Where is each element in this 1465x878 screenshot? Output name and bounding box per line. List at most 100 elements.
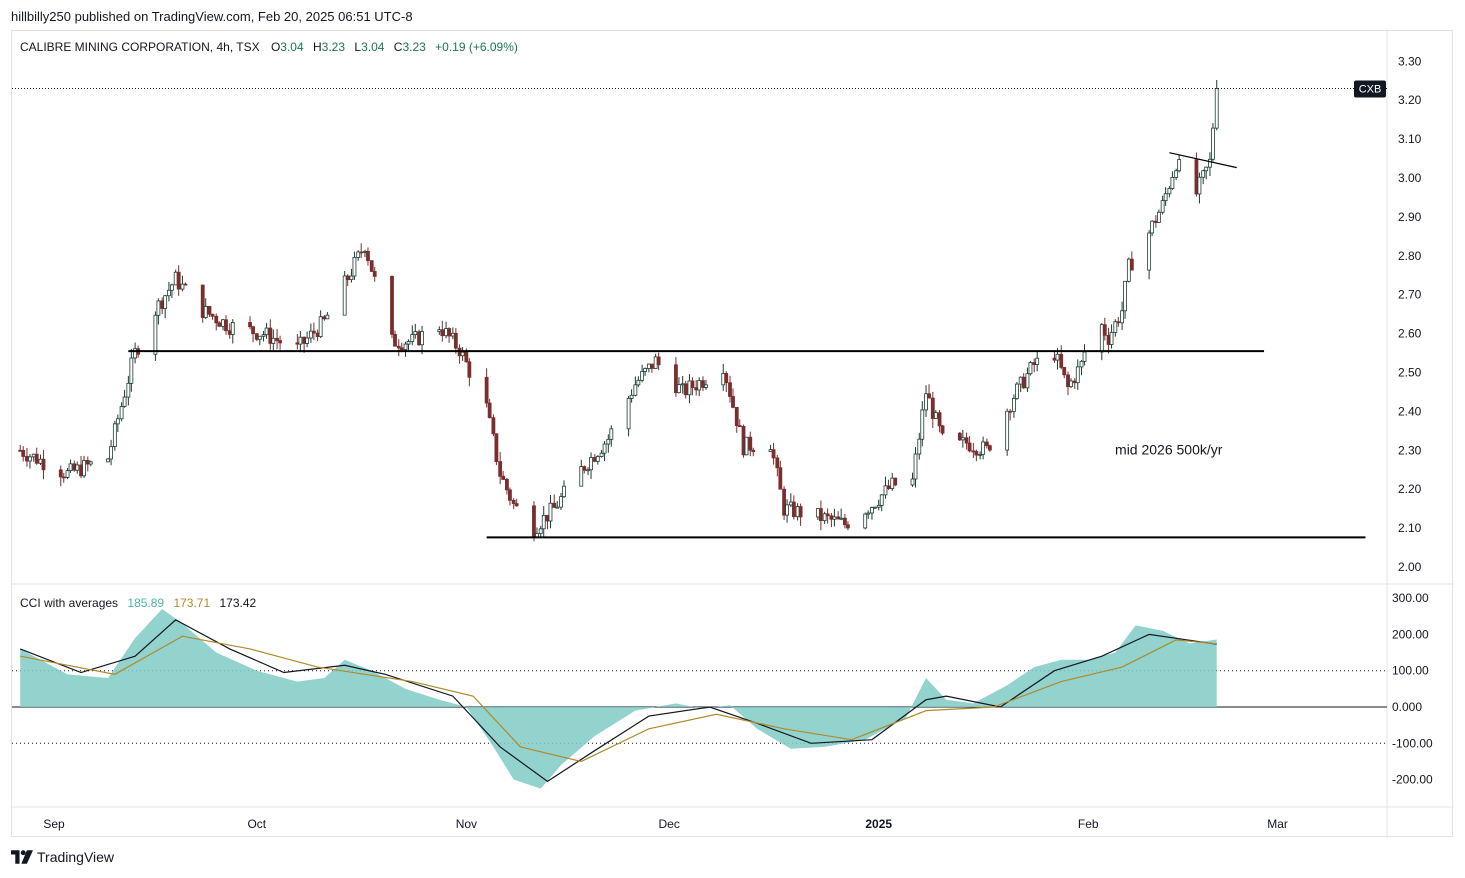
candle-up [126, 382, 131, 398]
cci-tick-label: 100.00 [1392, 664, 1429, 678]
candle-up [1147, 232, 1152, 271]
candle-down [366, 250, 370, 262]
time-axis: Sep Oct Nov Dec 2025 Feb Mar [43, 817, 1288, 831]
candle-up [28, 456, 32, 462]
candle-down [514, 503, 519, 507]
footer-brand-label: TradingView [37, 849, 115, 865]
candle-up [173, 271, 178, 286]
candle-down [967, 442, 972, 452]
time-tick-label: Mar [1267, 817, 1288, 831]
candle-down [315, 332, 320, 337]
candle-up [768, 449, 773, 453]
candle-down [971, 450, 976, 453]
price-tick-label: 2.60 [1398, 327, 1422, 341]
candle-up [88, 461, 93, 465]
candle-up [1170, 176, 1175, 189]
candle-down [940, 425, 945, 434]
candle-down [1052, 357, 1057, 361]
chart-frame: CALIBRE MINING CORPORATION, 4h, TSX O3.0… [11, 30, 1454, 838]
candle-up [876, 504, 881, 508]
candle-down [1021, 376, 1026, 389]
candle-down [656, 356, 661, 366]
price-tick-label: 3.30 [1398, 54, 1422, 68]
candle-down [21, 450, 26, 457]
price-tick-label: 2.00 [1398, 560, 1422, 574]
price-tick-label: 3.10 [1398, 132, 1422, 146]
candle-up [129, 357, 134, 384]
candle-up [785, 504, 789, 516]
candle-down [782, 488, 786, 516]
candle-down [724, 373, 729, 384]
candle-up [31, 453, 36, 458]
candle-down [295, 342, 300, 345]
candle-down [798, 506, 803, 518]
candle-down [393, 333, 397, 347]
candle-up [1174, 170, 1179, 178]
cci-average-2-line [20, 635, 1217, 763]
candle-down [701, 380, 705, 388]
candle-up [264, 327, 269, 336]
candle-down [649, 363, 654, 369]
cci-tick-label: -200.00 [1392, 773, 1433, 787]
candle-down [176, 271, 181, 290]
candle-down [311, 330, 316, 334]
cci-area-series [20, 608, 1217, 789]
candle-up [221, 319, 225, 327]
candle-up [257, 335, 262, 340]
candle-down [227, 330, 232, 335]
legend-symbol: CALIBRE MINING CORPORATION, 4h, TSX O3.0… [20, 40, 518, 54]
chart-svg[interactable]: CALIBRE MINING CORPORATION, 4h, TSX O3.0… [12, 31, 1454, 838]
candle-up [1120, 310, 1124, 324]
price-tick-label: 2.10 [1398, 521, 1422, 535]
candle-up [112, 423, 117, 447]
price-tick-label: 2.30 [1398, 443, 1422, 457]
candle-down [737, 425, 742, 427]
candle-up [1075, 366, 1080, 384]
candle-down [79, 464, 83, 477]
time-tick-label: 2025 [865, 817, 892, 831]
candle-down [930, 397, 935, 419]
candle-up [890, 477, 895, 489]
candle-up [721, 373, 726, 386]
candle-up [1055, 353, 1060, 361]
candle-down [974, 451, 979, 456]
candle-down [34, 453, 39, 464]
candle-up [602, 443, 607, 454]
cci-tick-label: 200.00 [1392, 627, 1429, 641]
candle-down [85, 460, 90, 465]
candle-up [352, 257, 357, 277]
candle-down [1194, 159, 1199, 195]
candle-up [363, 250, 367, 253]
candle-down [957, 432, 962, 441]
candle-up [548, 502, 553, 522]
time-tick-label: Oct [247, 817, 266, 831]
candle-down [775, 457, 780, 469]
candle-down [728, 382, 732, 397]
candle-down [390, 275, 394, 335]
tradingview-logo-icon [11, 850, 33, 864]
candle-down [825, 513, 830, 517]
candle-up [1197, 176, 1202, 195]
candle-up [839, 517, 844, 520]
candle-up [349, 275, 354, 281]
candle-up [1015, 383, 1019, 399]
candle-down [1062, 367, 1067, 376]
candle-down [771, 449, 776, 459]
candle-up [677, 384, 681, 394]
candle-up [870, 507, 874, 514]
candle-down [791, 501, 796, 518]
price-tick-label: 3.00 [1398, 171, 1422, 185]
candle-up [1005, 410, 1010, 451]
candle-up [822, 513, 827, 522]
candle-up [1109, 331, 1114, 345]
candle-down [1008, 410, 1013, 413]
candle-up [653, 356, 658, 369]
candle-up [403, 343, 408, 351]
candle-down [1072, 380, 1077, 384]
candle-up [960, 437, 965, 441]
footer-brand[interactable]: TradingView [11, 849, 114, 865]
candle-up [704, 384, 708, 388]
candle-up [298, 336, 303, 345]
candle-down [207, 306, 212, 315]
candle-down [552, 502, 557, 508]
